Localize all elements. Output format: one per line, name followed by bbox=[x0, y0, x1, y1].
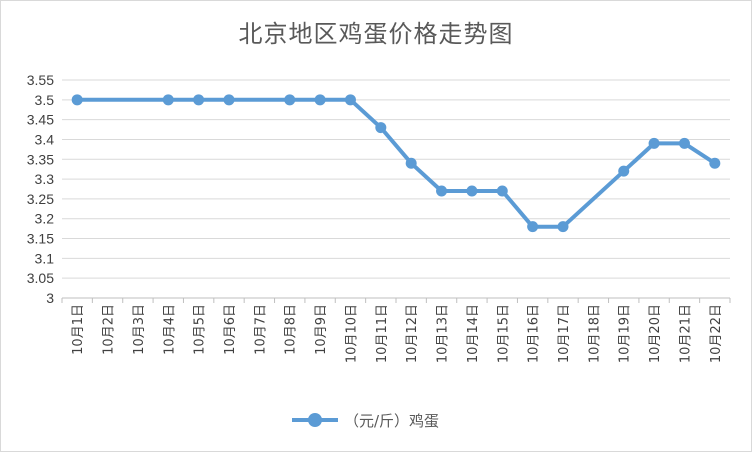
x-tick-label: 10月10日 bbox=[344, 304, 359, 363]
y-tick-label: 3.4 bbox=[35, 131, 55, 147]
x-tick-label: 10月18日 bbox=[587, 304, 602, 363]
data-point bbox=[436, 185, 448, 197]
data-point bbox=[648, 137, 660, 149]
gridlines bbox=[62, 79, 730, 279]
x-tick-label: 10月5日 bbox=[193, 304, 208, 355]
data-point bbox=[375, 122, 387, 134]
y-tick-label: 3.2 bbox=[35, 211, 55, 227]
x-tick-label: 10月9日 bbox=[314, 304, 329, 355]
x-tick-label: 10月13日 bbox=[436, 304, 451, 363]
y-tick-label: 3.1 bbox=[35, 250, 55, 266]
y-tick-label: 3.45 bbox=[27, 112, 54, 128]
y-axis: 3 3.05 3.1 3.15 3.2 3.25 3.3 3.35 3.4 3.45 3.5 3.55 bbox=[27, 72, 54, 306]
data-point bbox=[466, 185, 478, 197]
x-tick-label: 10月19日 bbox=[618, 304, 633, 363]
x-tick-label: 10月21日 bbox=[678, 304, 693, 363]
data-point bbox=[496, 185, 508, 197]
data-point bbox=[557, 221, 569, 233]
data-point bbox=[193, 94, 205, 106]
y-tick-label: 3.55 bbox=[27, 72, 54, 88]
x-tick-label: 10月2日 bbox=[102, 304, 117, 355]
legend-label: （元/斤）鸡蛋 bbox=[344, 411, 440, 430]
x-tick-label: 10月6日 bbox=[223, 304, 238, 355]
x-tick-label: 10月11日 bbox=[375, 304, 390, 363]
y-tick-label: 3.15 bbox=[27, 231, 54, 247]
series-line bbox=[77, 97, 716, 229]
data-point bbox=[527, 221, 539, 233]
data-point bbox=[314, 94, 326, 106]
y-tick-label: 3.3 bbox=[35, 171, 55, 187]
legend: （元/斤）鸡蛋 bbox=[292, 409, 439, 431]
data-point bbox=[344, 94, 356, 106]
x-tick-label: 10月22日 bbox=[709, 304, 724, 363]
chart-title: 北京地区鸡蛋价格走势图 bbox=[238, 20, 514, 48]
x-tick-label: 10月8日 bbox=[284, 304, 299, 355]
x-tick-label: 10月20日 bbox=[648, 304, 663, 363]
x-tick-label: 10月4日 bbox=[162, 304, 177, 355]
y-tick-label: 3.25 bbox=[27, 191, 54, 207]
x-tick-label: 10月7日 bbox=[253, 304, 268, 355]
x-tick-label: 10月16日 bbox=[527, 304, 542, 363]
x-tick-label: 10月12日 bbox=[405, 304, 420, 363]
x-tick-label: 10月15日 bbox=[496, 304, 511, 363]
x-tick-label: 10月1日 bbox=[71, 304, 86, 355]
x-tick-label: 10月14日 bbox=[466, 304, 481, 363]
y-tick-label: 3.5 bbox=[35, 92, 55, 108]
data-point bbox=[678, 137, 690, 149]
y-tick-label: 3 bbox=[46, 290, 54, 306]
series-group bbox=[71, 94, 721, 233]
y-tick-label: 3.05 bbox=[27, 270, 54, 286]
x-tick-label: 10月17日 bbox=[557, 304, 572, 363]
x-axis: 10月1日 10月2日 10月3日 10月4日 10月5日 10月6日 10月7日 10月8日… bbox=[61, 297, 731, 363]
y-tick-label: 3.35 bbox=[27, 151, 54, 167]
legend-line-marker-icon bbox=[292, 409, 338, 431]
data-point bbox=[71, 94, 83, 106]
data-point bbox=[162, 94, 174, 106]
data-point bbox=[709, 157, 721, 169]
data-point bbox=[405, 157, 417, 169]
data-point bbox=[618, 165, 630, 177]
x-tick-label: 10月3日 bbox=[132, 304, 147, 355]
data-point bbox=[284, 94, 296, 106]
data-point bbox=[223, 94, 235, 106]
